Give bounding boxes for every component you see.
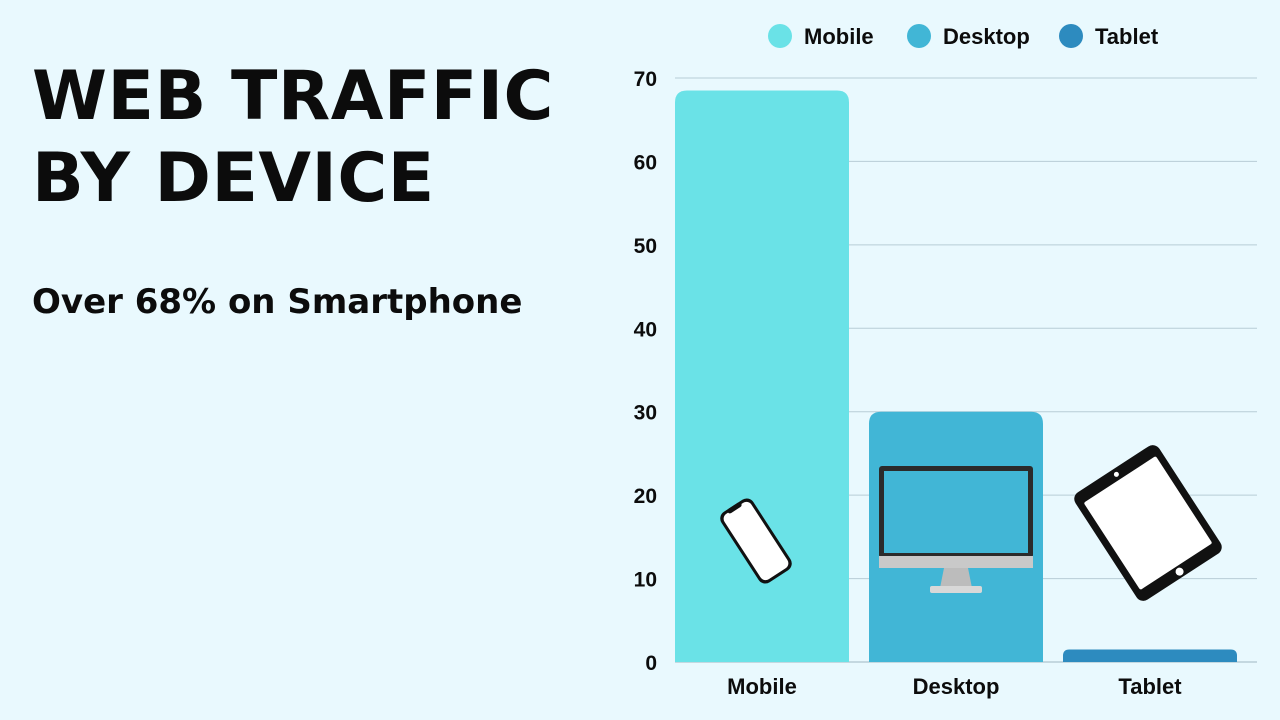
bar-tablet <box>1063 649 1237 662</box>
legend-item-desktop: Desktop <box>907 24 1030 49</box>
subtitle: Over 68% on Smartphone <box>32 282 523 322</box>
legend-item-mobile: Mobile <box>768 24 874 49</box>
tablet-icon <box>1074 445 1222 601</box>
y-tick-label: 60 <box>634 151 657 174</box>
legend-swatch <box>907 24 931 48</box>
y-axis: 0 10 20 30 40 50 60 70 <box>634 68 657 675</box>
y-tick-label: 10 <box>634 569 657 592</box>
legend-swatch <box>768 24 792 48</box>
y-tick-label: 50 <box>634 235 657 258</box>
x-tick-label-mobile: Mobile <box>727 674 797 699</box>
y-tick-label: 20 <box>634 485 657 508</box>
page-title: WEB TRAFFIC BY DEVICE <box>32 56 592 220</box>
legend-swatch <box>1059 24 1083 48</box>
bar-mobile <box>675 90 849 662</box>
legend-label: Mobile <box>804 24 874 49</box>
x-axis: Mobile Desktop Tablet <box>727 674 1182 699</box>
legend-label: Tablet <box>1095 24 1159 49</box>
page-title-line-1: WEB TRAFFIC <box>32 57 554 136</box>
y-tick-label: 30 <box>634 402 657 425</box>
desktop-monitor-icon <box>879 466 1033 593</box>
legend: Mobile Desktop Tablet <box>768 24 1159 49</box>
legend-item-tablet: Tablet <box>1059 24 1159 49</box>
y-tick-label: 40 <box>634 318 657 341</box>
device-icons <box>720 445 1222 601</box>
x-tick-label-desktop: Desktop <box>913 674 1000 699</box>
x-tick-label-tablet: Tablet <box>1118 674 1182 699</box>
y-tick-label: 0 <box>645 652 657 675</box>
smartphone-icon <box>720 498 792 584</box>
y-tick-label: 70 <box>634 68 657 91</box>
bar-chart: 0 10 20 30 40 50 60 70 Mobile Desktop Tablet Mobi… <box>634 24 1257 699</box>
legend-label: Desktop <box>943 24 1030 49</box>
page-title-line-2: BY DEVICE <box>32 139 435 218</box>
